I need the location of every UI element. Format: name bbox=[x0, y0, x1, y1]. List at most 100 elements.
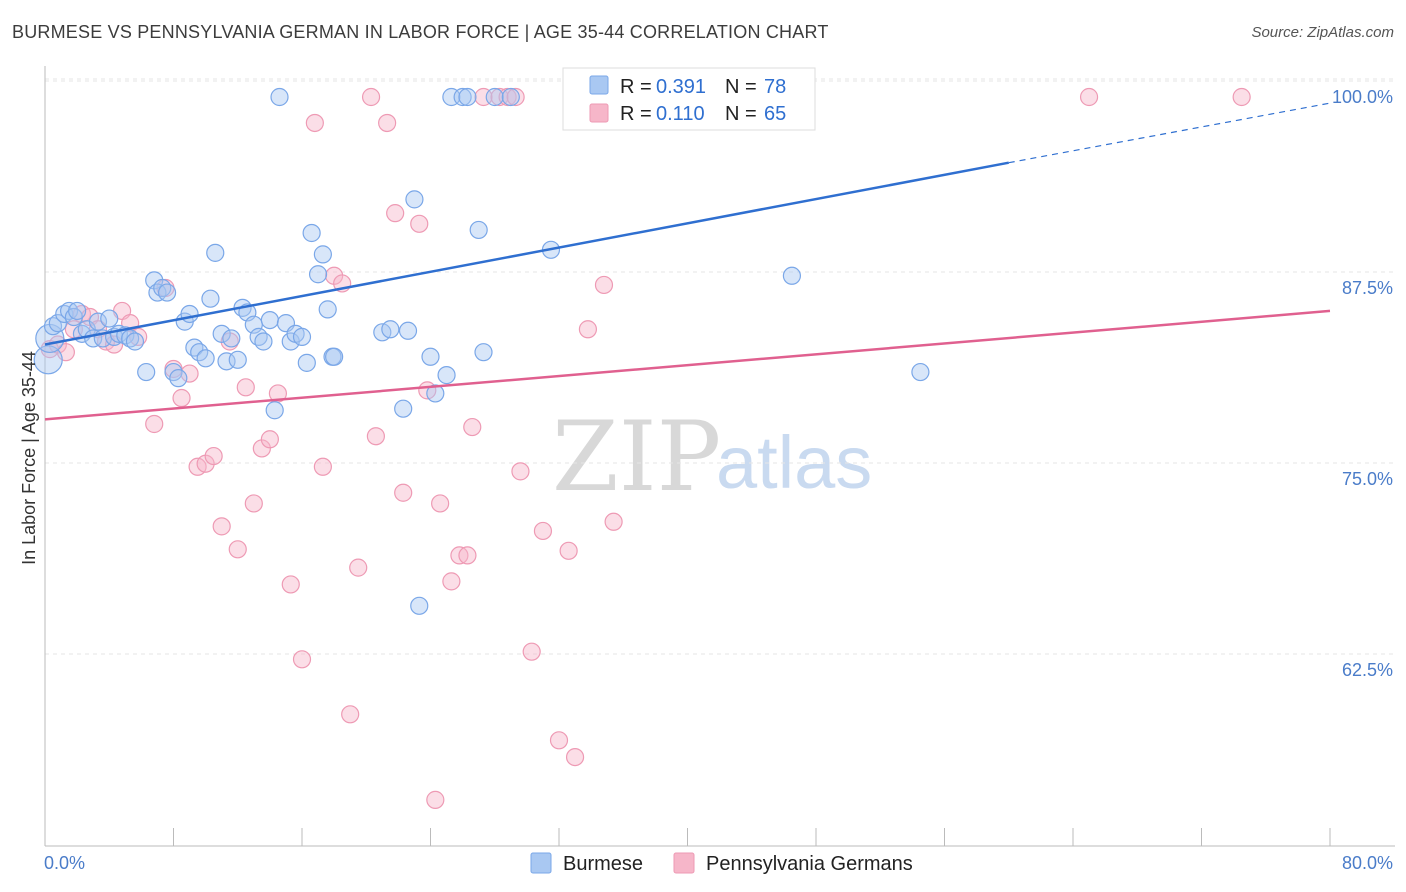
y-axis-title: In Labor Force | Age 35-44 bbox=[19, 351, 39, 565]
legend-series: Burmese Pennsylvania Germans bbox=[530, 852, 913, 875]
x-ticks bbox=[44, 828, 1331, 846]
burmese-point bbox=[125, 332, 145, 351]
burmese-point bbox=[381, 320, 400, 339]
pennsylvania-germans-point bbox=[386, 204, 405, 223]
pennsylvania-germans-point bbox=[212, 517, 231, 536]
burmese-point bbox=[453, 87, 472, 107]
burmese-point bbox=[426, 384, 445, 403]
burmese-trend-line bbox=[44, 161, 1009, 346]
legend-r-value-burmese: 0.391 bbox=[656, 76, 706, 98]
legend-bottom-swatch-burmese bbox=[530, 852, 552, 874]
burmese-point bbox=[265, 401, 284, 420]
burmese-point bbox=[212, 324, 231, 343]
pennsylvania-germans-point bbox=[1079, 87, 1099, 107]
burmese-trend-extension bbox=[1008, 102, 1331, 164]
burmese-point bbox=[308, 265, 328, 284]
pennsylvania-germans-point bbox=[533, 521, 553, 541]
burmese-point bbox=[157, 283, 177, 302]
legend-stats: R = 0.391 N = 78 R = 0.110 N = 65 bbox=[562, 67, 816, 131]
x-tick-label-max: 80.0% bbox=[1342, 853, 1393, 873]
burmese-point bbox=[474, 343, 493, 362]
burmese-point bbox=[68, 301, 87, 321]
burmese-point bbox=[196, 349, 215, 368]
burmese-point bbox=[313, 245, 332, 264]
burmese-point bbox=[297, 353, 316, 372]
pennsylvania-germans-point bbox=[361, 87, 381, 107]
pennsylvania-germans-point bbox=[260, 430, 279, 449]
y-tick-labels: 100.0% 87.5% 75.0% 62.5% bbox=[1332, 87, 1393, 680]
burmese-point bbox=[485, 87, 504, 107]
legend-bottom-swatch-pennsylvania-germans bbox=[673, 852, 695, 874]
burmese-point bbox=[254, 332, 273, 351]
pennsylvania-germans-point bbox=[378, 113, 397, 133]
legend-n-label-pennsylvania-germans: N = bbox=[725, 103, 757, 125]
pennsylvania-germans-point bbox=[341, 705, 360, 724]
trend-lines bbox=[44, 102, 1331, 421]
burmese-point bbox=[325, 347, 344, 366]
axes bbox=[44, 66, 1395, 847]
source-attribution: Source: ZipAtlas.com bbox=[1251, 24, 1394, 41]
pennsylvania-germans-point bbox=[511, 462, 530, 481]
burmese-point bbox=[398, 321, 418, 340]
y-tick-label: 87.5% bbox=[1342, 278, 1393, 298]
burmese-point bbox=[458, 87, 477, 107]
pennsylvania-germans-point bbox=[228, 540, 247, 559]
burmese-point bbox=[164, 362, 183, 382]
burmese-point bbox=[302, 223, 321, 243]
series-burmese bbox=[33, 87, 930, 615]
burmese-point bbox=[228, 350, 247, 369]
pennsylvania-germans-point bbox=[559, 541, 578, 560]
pennsylvania-germans-point bbox=[458, 546, 477, 565]
burmese-point bbox=[201, 289, 220, 308]
burmese-point bbox=[260, 310, 279, 330]
pennsylvania-germans-point bbox=[180, 364, 199, 383]
chart-title: BURMESE VS PENNSYLVANIA GERMAN IN LABOR … bbox=[12, 22, 829, 42]
gridlines bbox=[45, 78, 1395, 655]
burmese-point bbox=[410, 596, 429, 615]
pennsylvania-germans-point bbox=[604, 512, 623, 531]
pennsylvania-germans-point bbox=[578, 320, 598, 339]
burmese-point bbox=[501, 87, 520, 107]
pennsylvania-germans-point bbox=[463, 417, 482, 437]
pennsylvania-germans-point bbox=[366, 427, 385, 446]
x-tick-label-min: 0.0% bbox=[44, 853, 85, 873]
pennsylvania-germans-point bbox=[172, 388, 191, 408]
burmese-point bbox=[911, 362, 930, 382]
burmese-point bbox=[469, 220, 488, 240]
pennsylvania-germans-point bbox=[313, 457, 332, 476]
burmese-point bbox=[137, 362, 156, 382]
burmese-point bbox=[180, 304, 199, 324]
pennsylvania-germans-point bbox=[292, 650, 312, 669]
legend-r-value-pennsylvania-germans: 0.110 bbox=[656, 103, 705, 125]
burmese-point bbox=[394, 399, 413, 418]
burmese-point bbox=[782, 266, 802, 285]
burmese-point bbox=[437, 365, 456, 385]
legend-r-label-pennsylvania-germans: R = bbox=[620, 103, 652, 125]
pennsylvania-germans-point bbox=[431, 494, 450, 513]
pennsylvania-germans-point bbox=[1232, 87, 1251, 107]
pennsylvania-germans-point bbox=[522, 642, 541, 661]
pennsylvania-germans-point bbox=[349, 558, 368, 577]
pennsylvania-germans-point bbox=[305, 113, 324, 133]
legend-bottom-label-pennsylvania-germans: Pennsylvania Germans bbox=[706, 853, 913, 875]
pennsylvania-germans-point bbox=[281, 575, 300, 594]
pennsylvania-germans-point bbox=[506, 87, 525, 107]
legend-swatch-burmese bbox=[589, 75, 609, 95]
y-tick-label: 62.5% bbox=[1342, 660, 1393, 680]
pennsylvania-germans-point bbox=[236, 378, 255, 397]
pennsylvania-germans-point bbox=[244, 494, 263, 513]
pennsylvania-germans-point bbox=[549, 731, 569, 750]
pennsylvania-germans-point bbox=[442, 572, 461, 591]
y-tick-label: 100.0% bbox=[1332, 87, 1393, 107]
watermark-zip: ZIP bbox=[552, 401, 721, 513]
burmese-point bbox=[121, 329, 140, 348]
pennsylvania-germans-point bbox=[410, 214, 429, 233]
burmese-point bbox=[88, 312, 108, 331]
burmese-point bbox=[206, 243, 225, 262]
watermark: ZIP atlas bbox=[552, 401, 872, 513]
burmese-point bbox=[270, 87, 289, 107]
burmese-point bbox=[100, 309, 119, 328]
burmese-point bbox=[421, 347, 440, 366]
burmese-point bbox=[33, 345, 63, 375]
